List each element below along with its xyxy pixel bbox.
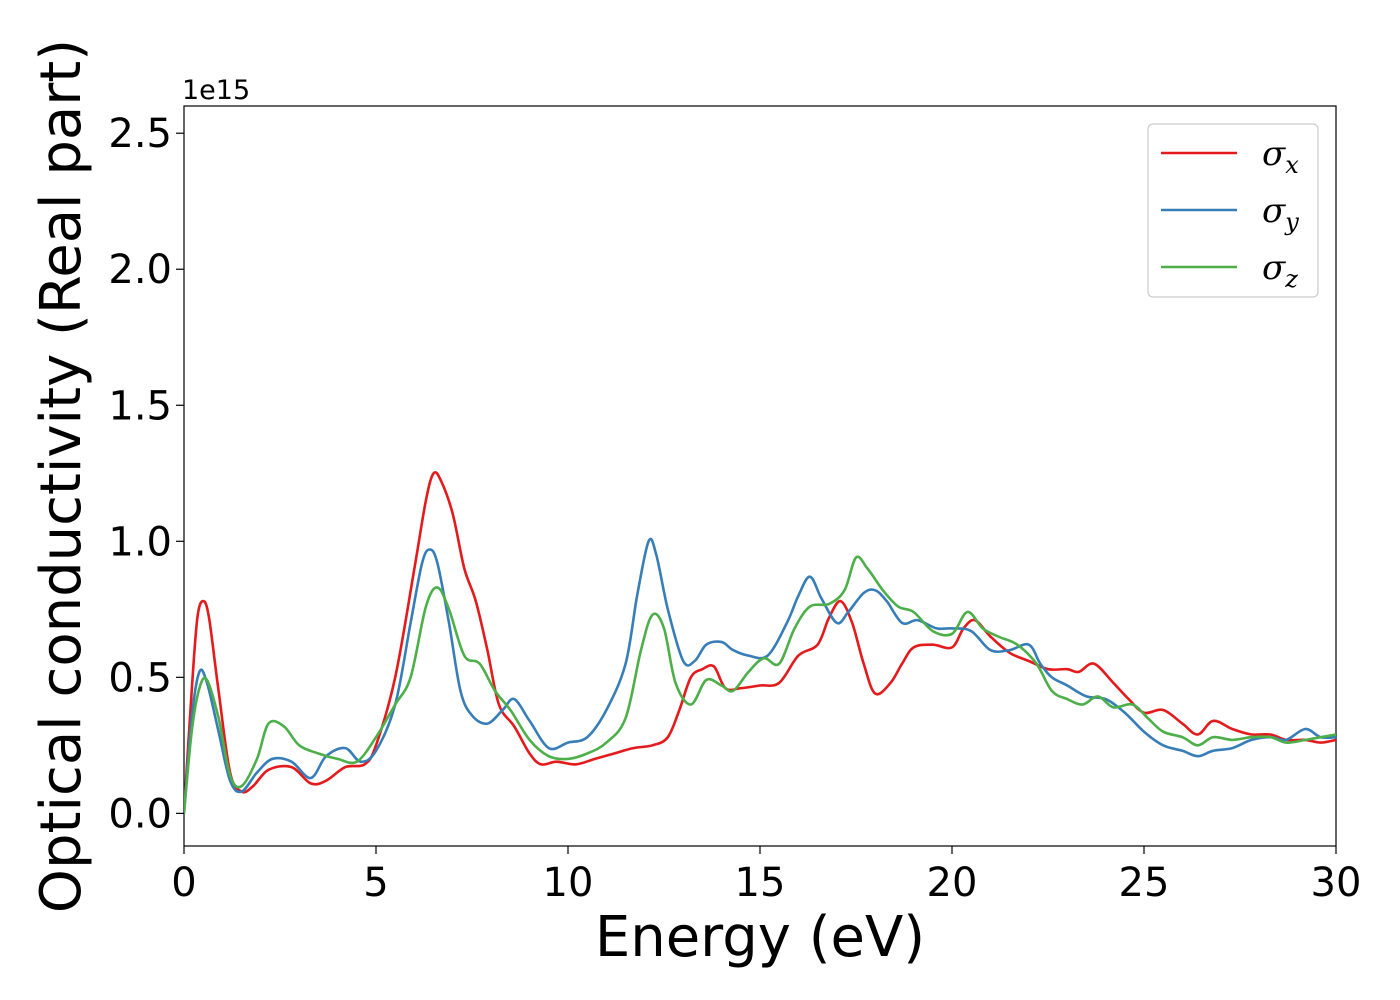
x-tick-label: 0 <box>171 860 196 906</box>
y-axis-title: Optical conductivity (Real part) <box>29 39 94 913</box>
y-axis-offset-label: 1e15 <box>182 75 250 106</box>
y-tick-label: 2.5 <box>108 111 172 157</box>
x-tick-label: 15 <box>735 860 786 906</box>
y-tick-label: 2.0 <box>108 247 172 293</box>
x-tick-label: 5 <box>363 860 388 906</box>
x-tick-label: 20 <box>927 860 978 906</box>
legend-label-x: σx <box>1262 134 1299 179</box>
series-line-x <box>184 470 1336 814</box>
x-tick-label: 10 <box>543 860 594 906</box>
legend-label-z: σz <box>1262 248 1298 293</box>
legend: σx σy σz <box>1147 123 1319 298</box>
y-tick-label: 0.5 <box>108 655 172 701</box>
y-axis-ticks: 0.0 0.5 1.0 1.5 2.0 2.5 <box>108 111 184 837</box>
y-tick-label: 1.5 <box>108 383 172 429</box>
x-axis-ticks: 0 5 10 15 20 25 30 <box>171 846 1361 906</box>
x-tick-label: 25 <box>1119 860 1170 906</box>
legend-label-y: σy <box>1262 191 1299 236</box>
x-tick-label: 30 <box>1311 860 1362 906</box>
y-tick-label: 0.0 <box>108 791 172 837</box>
series-line-z <box>184 555 1336 814</box>
x-axis-title: Energy (eV) <box>595 905 925 970</box>
y-tick-label: 1.0 <box>108 519 172 565</box>
legend-items: σx σy σz <box>1161 134 1299 293</box>
series-lines <box>184 470 1336 814</box>
